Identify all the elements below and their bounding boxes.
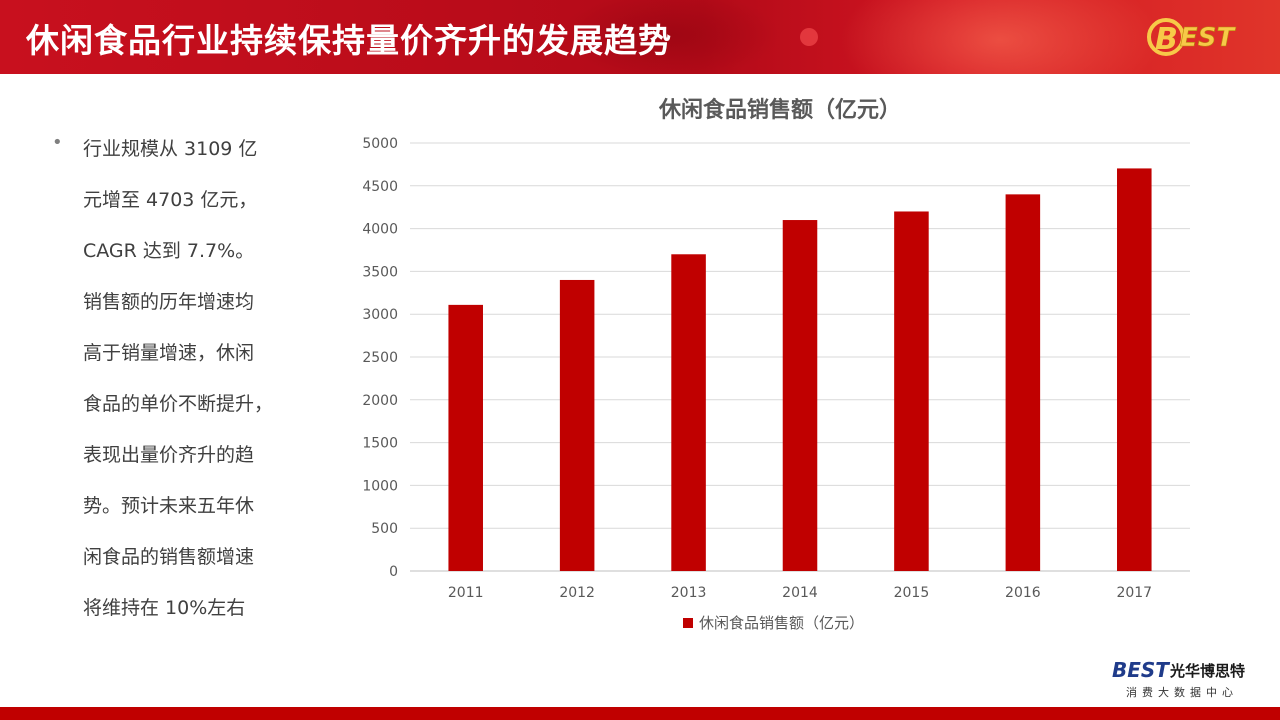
bullet-line: CAGR 达到 7.7%。 — [83, 240, 255, 262]
bar-chart: 0 500 1000 1500 2000 2500 3000 3500 4000 4500 5000… — [362, 136, 1190, 632]
bar-2016 — [1005, 194, 1041, 572]
best-logo-icon: B EST — [1147, 18, 1237, 57]
bullet-line: 元增至 4703 亿元， — [83, 189, 258, 211]
bullet-line: 表现出量价齐升的趋 — [83, 444, 255, 466]
x-tick-label: 2016 — [1005, 585, 1041, 601]
bar-2011 — [448, 304, 483, 571]
bullet-line: 高于销量增速，休闲 — [83, 342, 255, 364]
x-tick-label: 2011 — [448, 585, 484, 601]
header-glow — [800, 28, 818, 46]
y-tick-labels: 0 500 1000 1500 2000 2500 3000 3500 4000 4500 5000 — [362, 136, 398, 580]
bar-2013 — [671, 254, 706, 571]
bar-2017 — [1117, 168, 1152, 571]
y-tick-label: 0 — [389, 564, 398, 580]
bars — [448, 168, 1152, 572]
chart-title: 休闲食品销售额（亿元） — [658, 98, 901, 123]
legend-label: 休闲食品销售额（亿元） — [699, 614, 864, 632]
legend: 休闲食品销售额（亿元） — [683, 614, 864, 632]
header-banner: 休闲食品行业持续保持量价齐升的发展趋势 B EST — [0, 0, 1280, 74]
footer-subtitle: 消费大数据中心 — [1126, 686, 1238, 699]
footer-logo: BEST 光华博思特 消费大数据中心 — [1112, 658, 1272, 702]
bar-2014 — [782, 220, 818, 572]
y-tick-label: 1000 — [362, 478, 398, 494]
bottom-bar — [0, 707, 1280, 720]
legend-swatch — [683, 618, 693, 628]
bullet-line: 行业规模从 3109 亿 — [83, 138, 258, 160]
y-tick-label: 1500 — [362, 436, 398, 452]
x-tick-label: 2013 — [671, 585, 707, 601]
y-tick-label: 500 — [371, 521, 398, 537]
svg-text:EST: EST — [1180, 23, 1236, 53]
bar-2015 — [894, 211, 929, 572]
bullet-line: 食品的单价不断提升， — [83, 393, 274, 415]
bullet-line: 销售额的历年增速均 — [83, 291, 255, 313]
footer-company-name: 光华博思特 — [1170, 662, 1246, 680]
footer-best-logo: BEST — [1112, 658, 1169, 682]
bullet-marker: • — [52, 132, 63, 153]
x-tick-label: 2015 — [894, 585, 930, 601]
y-tick-label: 2000 — [362, 393, 398, 409]
bullet-line: 将维持在 10%左右 — [83, 597, 246, 619]
y-tick-label: 3000 — [362, 307, 398, 323]
x-tick-label: 2017 — [1116, 585, 1152, 601]
y-tick-label: 2500 — [362, 350, 398, 366]
y-tick-label: 4500 — [362, 179, 398, 195]
svg-text:B: B — [1155, 22, 1178, 57]
page-title: 休闲食品行业持续保持量价齐升的发展趋势 — [26, 21, 672, 60]
y-tick-label: 3500 — [362, 264, 398, 280]
header-glow — [840, 0, 1160, 74]
header-glow — [560, 0, 780, 74]
bar-2012 — [559, 279, 595, 571]
bullet-line: 势。预计未来五年休 — [83, 495, 255, 517]
bullet-paragraph: 行业规模从 3109 亿 元增至 4703 亿元， CAGR 达到 7.7%。 … — [83, 124, 308, 634]
y-tick-label: 5000 — [362, 136, 398, 152]
y-tick-label: 4000 — [362, 222, 398, 238]
x-tick-label: 2012 — [559, 585, 595, 601]
bullet-line: 闲食品的销售额增速 — [83, 546, 255, 568]
x-tick-labels: 2011 2012 2013 2014 2015 2016 2017 — [448, 585, 1152, 601]
x-tick-label: 2014 — [782, 585, 818, 601]
